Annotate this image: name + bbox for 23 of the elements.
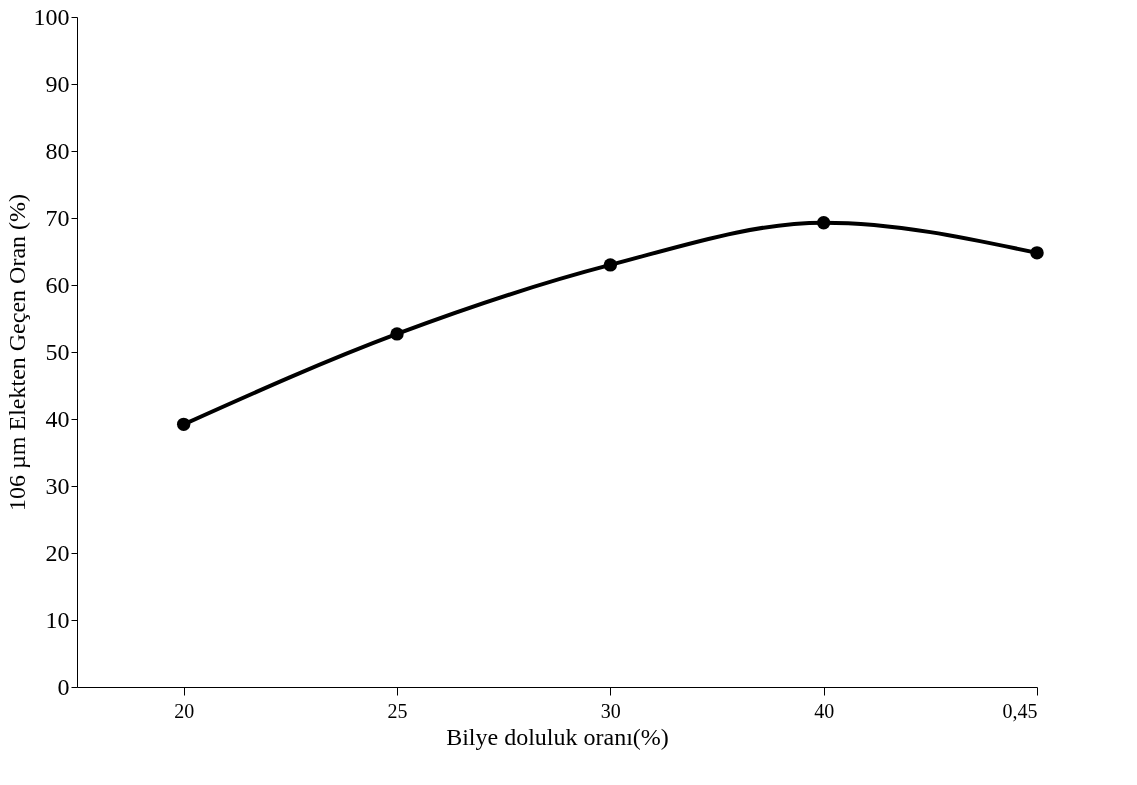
x-tick-label: 20 (174, 699, 195, 722)
point (816, 216, 831, 230)
y-tick-label: 0 (57, 673, 70, 700)
y-tick-label: 40 (45, 405, 70, 432)
y-tick-label: 70 (45, 204, 70, 231)
x-axis-title: Bilye doluluk oranı(%) (446, 723, 669, 750)
y-tick-label: 80 (45, 137, 70, 164)
y-tick-label: 100 (33, 3, 70, 30)
y-tick-label: 20 (45, 539, 70, 566)
y-axis-title: 106 µm Elekten Geçen Oran (%) (3, 193, 30, 512)
y-tick-label: 30 (45, 472, 70, 499)
point (1030, 246, 1044, 260)
x-tick-label: 40 (814, 699, 835, 722)
x-tick-label: 30 (600, 699, 621, 722)
x-tick-label: 0,45 (1002, 699, 1038, 722)
y-tick-label: 10 (45, 606, 70, 633)
y-tick-label: 50 (45, 338, 70, 365)
x-tick-label: 25 (387, 699, 408, 722)
point (176, 417, 191, 432)
point (603, 258, 618, 272)
point (390, 327, 404, 341)
y-tick-label: 90 (45, 70, 70, 97)
y-tick-label: 60 (45, 271, 70, 298)
